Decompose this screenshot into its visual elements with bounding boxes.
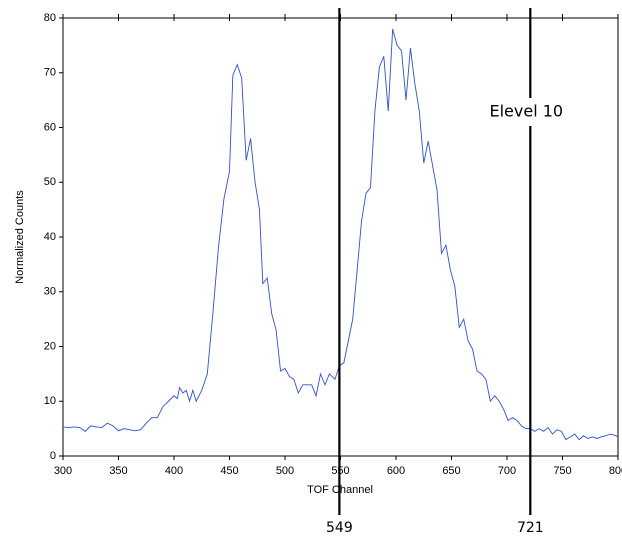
y-tick-label: 0	[50, 450, 56, 462]
x-tick-label: 650	[442, 465, 460, 477]
y-tick-label: 70	[44, 67, 56, 79]
y-tick-label: 30	[44, 286, 56, 298]
marker-label: 549	[326, 520, 353, 536]
y-tick-label: 40	[44, 231, 56, 243]
x-tick-label: 400	[165, 465, 183, 477]
x-tick-label: 350	[109, 465, 127, 477]
data-line	[62, 28, 619, 441]
annotation-bg	[490, 98, 571, 126]
x-tick-label: 500	[276, 465, 294, 477]
x-tick-label: 300	[54, 465, 72, 477]
y-tick-label: 10	[44, 395, 56, 407]
plot-frame	[62, 17, 619, 457]
y-tick-label: 80	[44, 12, 56, 24]
x-tick-label: 550	[331, 465, 349, 477]
marker-label: 721	[517, 520, 544, 536]
x-tick-label: 800	[609, 465, 622, 477]
y-axis-label: Normalized Counts	[14, 190, 26, 284]
x-tick-label: 450	[220, 465, 238, 477]
y-tick-label: 20	[44, 340, 56, 352]
x-tick-label: 600	[387, 465, 405, 477]
y-tick-label: 60	[44, 121, 56, 133]
annotation: Elevel 10	[490, 102, 564, 121]
x-tick-label: 750	[553, 465, 571, 477]
y-tick-label: 50	[44, 176, 56, 188]
x-tick-label: 700	[498, 465, 516, 477]
